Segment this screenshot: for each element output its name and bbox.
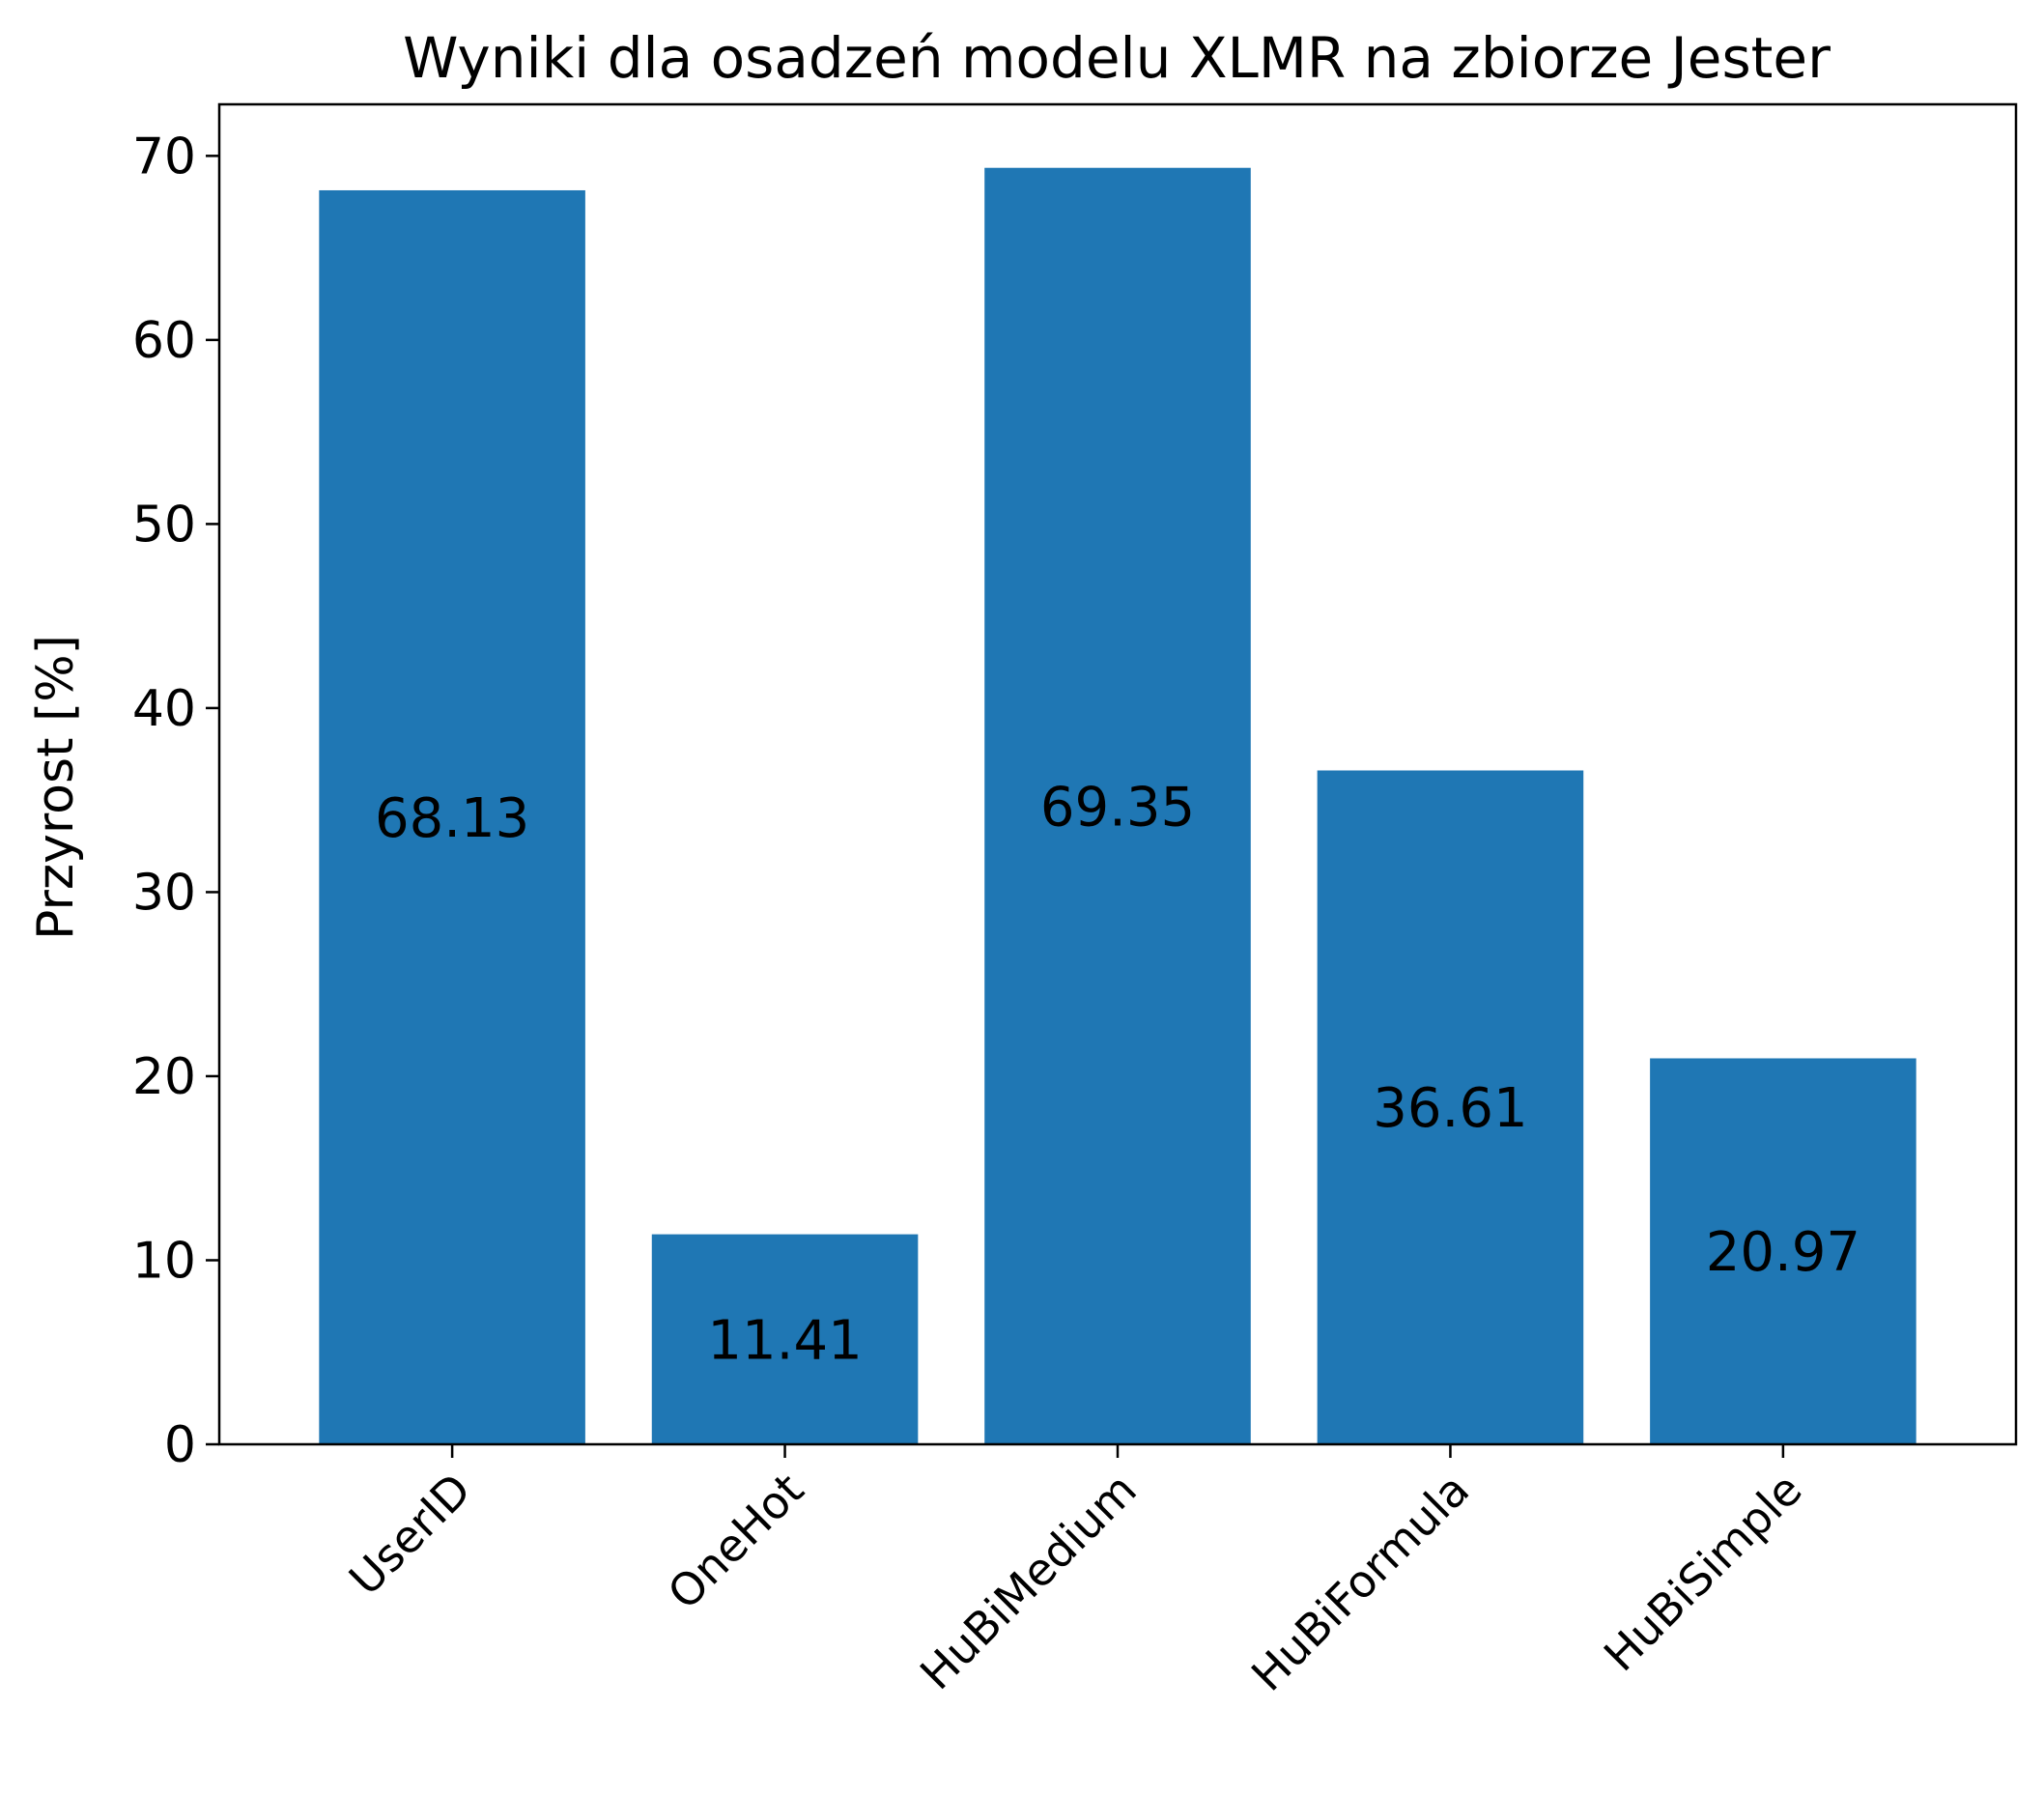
x-tick-label: UserID bbox=[339, 1464, 481, 1606]
bar-userid bbox=[319, 189, 585, 1445]
bar-hubiformula bbox=[1317, 770, 1584, 1444]
x-tick-label: HuBiSimple bbox=[1594, 1464, 1812, 1682]
y-tick-label: 50 bbox=[132, 496, 196, 554]
y-tick-label: 70 bbox=[132, 128, 196, 185]
plot-frame bbox=[217, 102, 2018, 1446]
y-tick-label: 30 bbox=[132, 864, 196, 922]
x-tick-label: HuBiMedium bbox=[910, 1464, 1147, 1700]
chart-title: Wyniki dla osadzeń modelu XLMR na zbiorz… bbox=[403, 25, 1831, 91]
bar-value-label: 69.35 bbox=[1040, 776, 1195, 839]
bar-labels-layer: 68.13 11.41 69.35 36.61 20.97 bbox=[375, 776, 1860, 1372]
bar-hubisimple bbox=[1650, 1058, 1916, 1444]
y-tick-label: 60 bbox=[132, 312, 196, 370]
x-axis-ticks: UserID OneHot HuBiMedium HuBiFormula HuBiSim… bbox=[339, 1444, 1812, 1701]
y-tick-label: 10 bbox=[132, 1232, 196, 1290]
bar-value-label: 20.97 bbox=[1706, 1221, 1860, 1284]
bar-onehot bbox=[651, 1234, 919, 1444]
x-tick-label: OneHot bbox=[658, 1464, 814, 1620]
bar-value-label: 36.61 bbox=[1373, 1077, 1527, 1140]
y-axis-label: Przyrost [%] bbox=[27, 635, 85, 940]
bar-value-label: 68.13 bbox=[375, 787, 529, 850]
y-axis-ticks: 0 10 20 30 40 50 60 70 bbox=[132, 128, 219, 1474]
bar-value-label: 11.41 bbox=[707, 1309, 862, 1372]
bar-hubimedium bbox=[984, 167, 1251, 1444]
y-tick-label: 20 bbox=[132, 1048, 196, 1106]
y-tick-label: 40 bbox=[132, 680, 196, 738]
bars-layer bbox=[319, 167, 1916, 1445]
x-tick-label: HuBiFormula bbox=[1241, 1464, 1479, 1701]
y-tick-label: 0 bbox=[164, 1416, 196, 1474]
